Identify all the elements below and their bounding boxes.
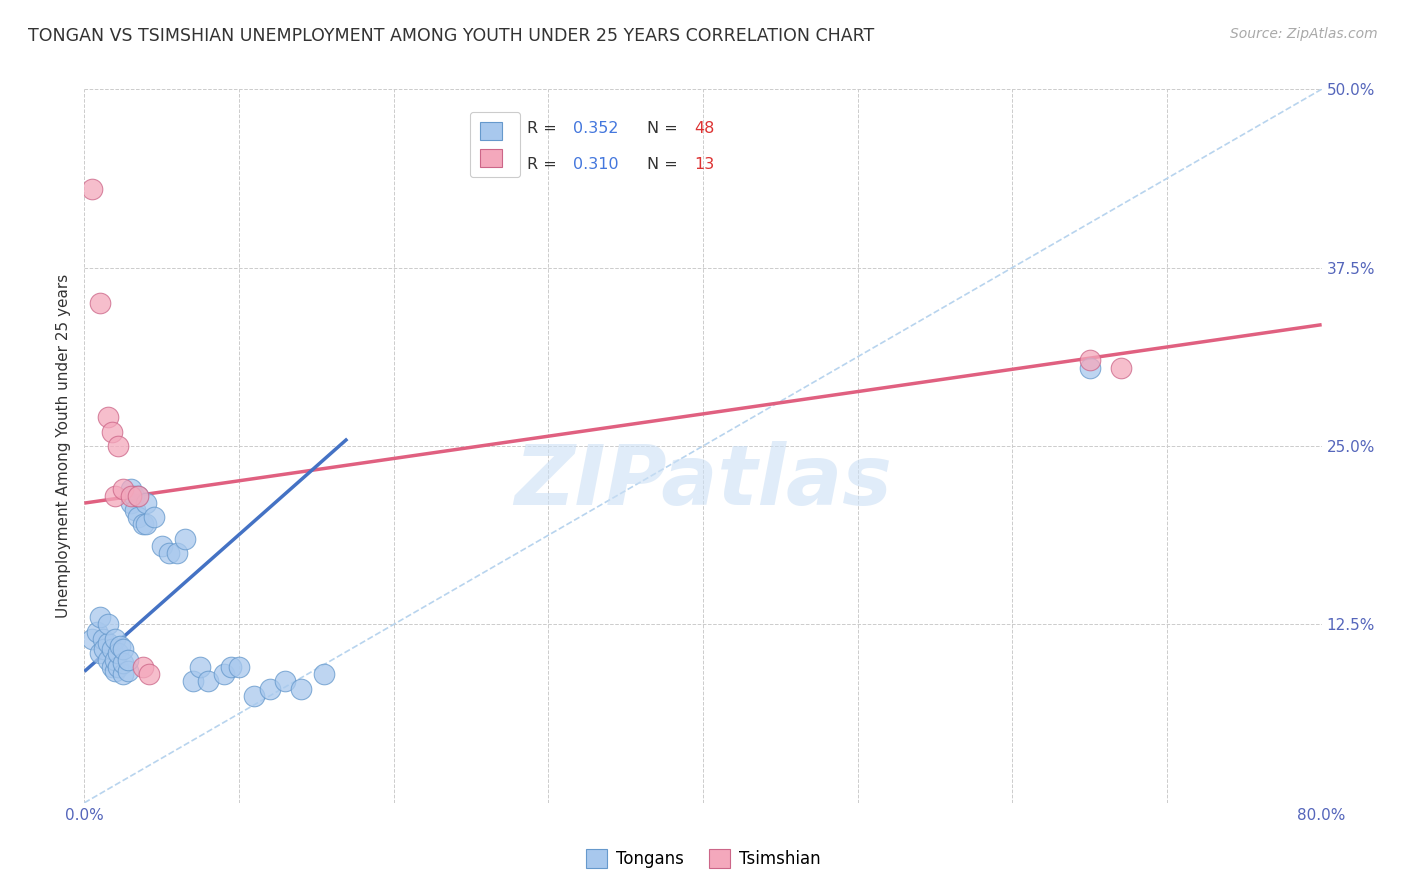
Point — [104, 632, 127, 646]
Point — [188, 660, 212, 674]
Point — [166, 546, 188, 560]
Point — [1109, 360, 1132, 375]
Point — [104, 653, 127, 667]
Legend: Tongans, Tsimshian: Tongans, Tsimshian — [579, 843, 827, 875]
Point — [197, 674, 219, 689]
Text: R =: R = — [527, 157, 562, 172]
Point — [117, 665, 139, 679]
Point — [97, 636, 120, 650]
Point — [122, 489, 145, 503]
Point — [86, 624, 108, 639]
Point — [89, 296, 111, 310]
Point — [212, 667, 235, 681]
Point — [91, 632, 114, 646]
Point — [143, 510, 166, 524]
Text: ZIPatlas: ZIPatlas — [515, 442, 891, 522]
Point — [259, 681, 281, 696]
Point — [101, 660, 124, 674]
Point — [221, 660, 243, 674]
Point — [112, 482, 135, 496]
Point — [101, 641, 124, 656]
Point — [132, 660, 155, 674]
Point — [104, 665, 127, 679]
Point — [138, 667, 160, 681]
Point — [274, 674, 297, 689]
Point — [82, 182, 104, 196]
Text: 0.352: 0.352 — [574, 121, 619, 136]
Point — [107, 646, 129, 660]
Point — [290, 681, 312, 696]
Point — [124, 503, 146, 517]
Point — [108, 639, 131, 653]
Text: N =: N = — [647, 157, 683, 172]
Text: R =: R = — [527, 121, 562, 136]
Legend: , : , — [470, 112, 520, 178]
Point — [89, 646, 111, 660]
Point — [97, 410, 120, 425]
Point — [174, 532, 197, 546]
Text: N =: N = — [647, 121, 683, 136]
Point — [1078, 360, 1101, 375]
Point — [135, 496, 157, 510]
Point — [112, 641, 135, 656]
Point — [128, 510, 150, 524]
Point — [135, 517, 157, 532]
Point — [1078, 353, 1101, 368]
Point — [243, 689, 266, 703]
Point — [97, 617, 120, 632]
Text: TONGAN VS TSIMSHIAN UNEMPLOYMENT AMONG YOUTH UNDER 25 YEARS CORRELATION CHART: TONGAN VS TSIMSHIAN UNEMPLOYMENT AMONG Y… — [28, 27, 875, 45]
Point — [150, 539, 173, 553]
Point — [117, 653, 139, 667]
Point — [128, 489, 150, 503]
Text: 13: 13 — [695, 157, 714, 172]
Point — [89, 610, 111, 624]
Point — [120, 489, 142, 503]
Text: 48: 48 — [695, 121, 714, 136]
Point — [181, 674, 204, 689]
Y-axis label: Unemployment Among Youth under 25 years: Unemployment Among Youth under 25 years — [56, 274, 72, 618]
Point — [101, 425, 124, 439]
Point — [107, 439, 129, 453]
Point — [93, 641, 115, 656]
Point — [112, 667, 135, 681]
Point — [120, 496, 142, 510]
Point — [128, 489, 150, 503]
Text: 0.310: 0.310 — [574, 157, 619, 172]
Point — [132, 517, 155, 532]
Point — [97, 653, 120, 667]
Point — [104, 489, 127, 503]
Point — [228, 660, 250, 674]
Text: Source: ZipAtlas.com: Source: ZipAtlas.com — [1230, 27, 1378, 41]
Point — [314, 667, 336, 681]
Point — [120, 482, 142, 496]
Point — [112, 656, 135, 670]
Point — [107, 660, 129, 674]
Point — [159, 546, 181, 560]
Point — [82, 632, 104, 646]
